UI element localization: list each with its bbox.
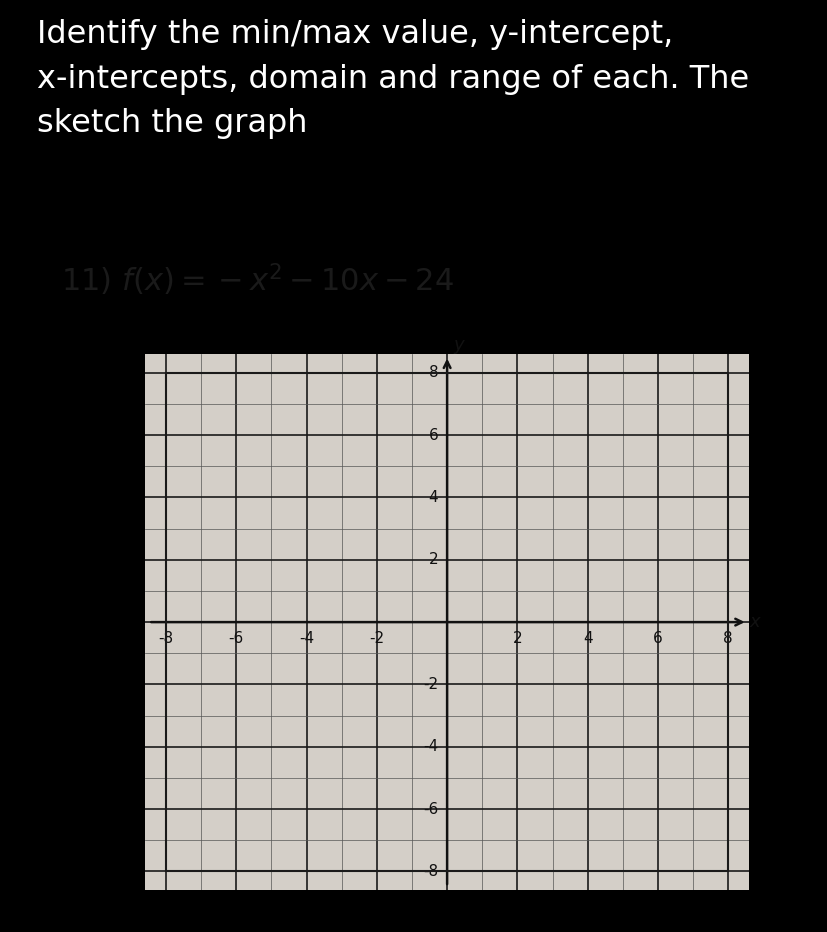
Text: -8: -8 [423, 864, 437, 879]
Text: 2: 2 [512, 631, 522, 646]
Text: 4: 4 [582, 631, 592, 646]
Text: 8: 8 [428, 365, 437, 380]
Text: -4: -4 [299, 631, 313, 646]
Text: Identify the min/max value, y-intercept,
x-intercepts, domain and range of each.: Identify the min/max value, y-intercept,… [37, 20, 748, 139]
Text: -4: -4 [423, 739, 437, 754]
Text: 8: 8 [723, 631, 732, 646]
Text: x: x [748, 613, 759, 631]
Text: 6: 6 [428, 428, 437, 443]
Text: -2: -2 [369, 631, 384, 646]
Text: -2: -2 [423, 677, 437, 692]
Text: 6: 6 [653, 631, 662, 646]
Text: -6: -6 [228, 631, 244, 646]
Text: -8: -8 [158, 631, 174, 646]
Text: 4: 4 [428, 490, 437, 505]
Text: -6: -6 [423, 802, 437, 816]
Text: y: y [453, 336, 463, 354]
Text: 2: 2 [428, 553, 437, 568]
Text: $11)\ f(x) = -x^2 - 10x - 24$: $11)\ f(x) = -x^2 - 10x - 24$ [60, 262, 453, 298]
